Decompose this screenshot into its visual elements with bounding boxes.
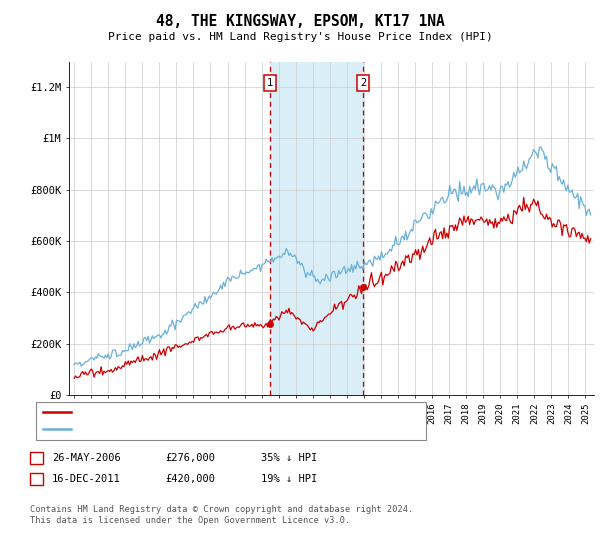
- Text: £420,000: £420,000: [165, 474, 215, 484]
- Text: 2: 2: [34, 474, 40, 484]
- Text: 35% ↓ HPI: 35% ↓ HPI: [261, 453, 317, 463]
- Bar: [270, 62, 363, 395]
- Text: 1: 1: [34, 453, 40, 463]
- Text: Contains HM Land Registry data © Crown copyright and database right 2024.
This d: Contains HM Land Registry data © Crown c…: [30, 505, 413, 525]
- Text: 48, THE KINGSWAY, EPSOM, KT17 1NA: 48, THE KINGSWAY, EPSOM, KT17 1NA: [155, 14, 445, 29]
- Text: HPI: Average price, detached house, Epsom and Ewell: HPI: Average price, detached house, Epso…: [75, 424, 381, 434]
- Text: £276,000: £276,000: [165, 453, 215, 463]
- Text: 26-MAY-2006: 26-MAY-2006: [52, 453, 121, 463]
- Text: 48, THE KINGSWAY, EPSOM, KT17 1NA (detached house): 48, THE KINGSWAY, EPSOM, KT17 1NA (detac…: [75, 407, 375, 417]
- Text: 1: 1: [267, 78, 273, 88]
- Text: Price paid vs. HM Land Registry's House Price Index (HPI): Price paid vs. HM Land Registry's House …: [107, 32, 493, 43]
- Text: 2: 2: [360, 78, 367, 88]
- Text: 16-DEC-2011: 16-DEC-2011: [52, 474, 121, 484]
- Text: 19% ↓ HPI: 19% ↓ HPI: [261, 474, 317, 484]
